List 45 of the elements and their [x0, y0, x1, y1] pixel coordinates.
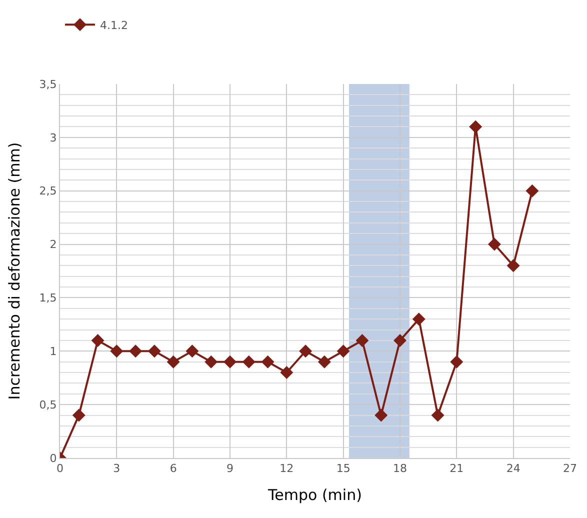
point — [374, 408, 388, 422]
x-tick-label: 6 — [170, 462, 177, 476]
point — [318, 355, 331, 368]
y-tick-label: 3 — [50, 131, 57, 144]
point — [186, 344, 199, 358]
point — [526, 184, 539, 198]
point — [166, 355, 180, 368]
x-tick-label: 21 — [450, 462, 464, 476]
x-tick-label: 27 — [563, 462, 577, 476]
y-tick-label: 0,5 — [39, 398, 57, 412]
point — [299, 344, 312, 358]
point — [336, 344, 350, 358]
point — [450, 355, 464, 368]
y-tick-label: 1,5 — [39, 292, 57, 305]
y-tick-label: 3,5 — [39, 78, 57, 91]
x-tick-label: 12 — [280, 462, 294, 476]
point — [412, 312, 426, 326]
x-tick-label: 9 — [226, 462, 234, 476]
y-tick-label: 1 — [50, 344, 57, 358]
point — [242, 355, 256, 368]
point — [72, 408, 86, 422]
point — [110, 344, 124, 358]
legend-label: 4.1.2 — [100, 18, 128, 32]
point — [506, 259, 520, 272]
point — [204, 355, 218, 368]
y-axis-title: Incremento di deformazione (mm) — [6, 142, 24, 400]
y-tick-label: 2 — [50, 238, 57, 252]
point — [356, 334, 369, 347]
point — [280, 366, 294, 380]
point — [224, 355, 236, 368]
x-axis-title: Tempo (min) — [267, 486, 362, 504]
point — [129, 344, 142, 358]
point — [91, 334, 104, 347]
point — [469, 120, 482, 134]
point — [261, 355, 274, 368]
point — [394, 334, 406, 347]
point — [148, 344, 161, 358]
x-tick-label: 3 — [113, 462, 120, 476]
x-tick-label: 15 — [336, 462, 350, 476]
point — [431, 408, 444, 422]
y-tick-label: 2,5 — [39, 184, 57, 198]
x-tick-label: 18 — [393, 462, 407, 476]
x-tick-label: 24 — [506, 462, 520, 476]
y-tick-label: 0 — [50, 452, 57, 465]
point — [488, 238, 501, 251]
